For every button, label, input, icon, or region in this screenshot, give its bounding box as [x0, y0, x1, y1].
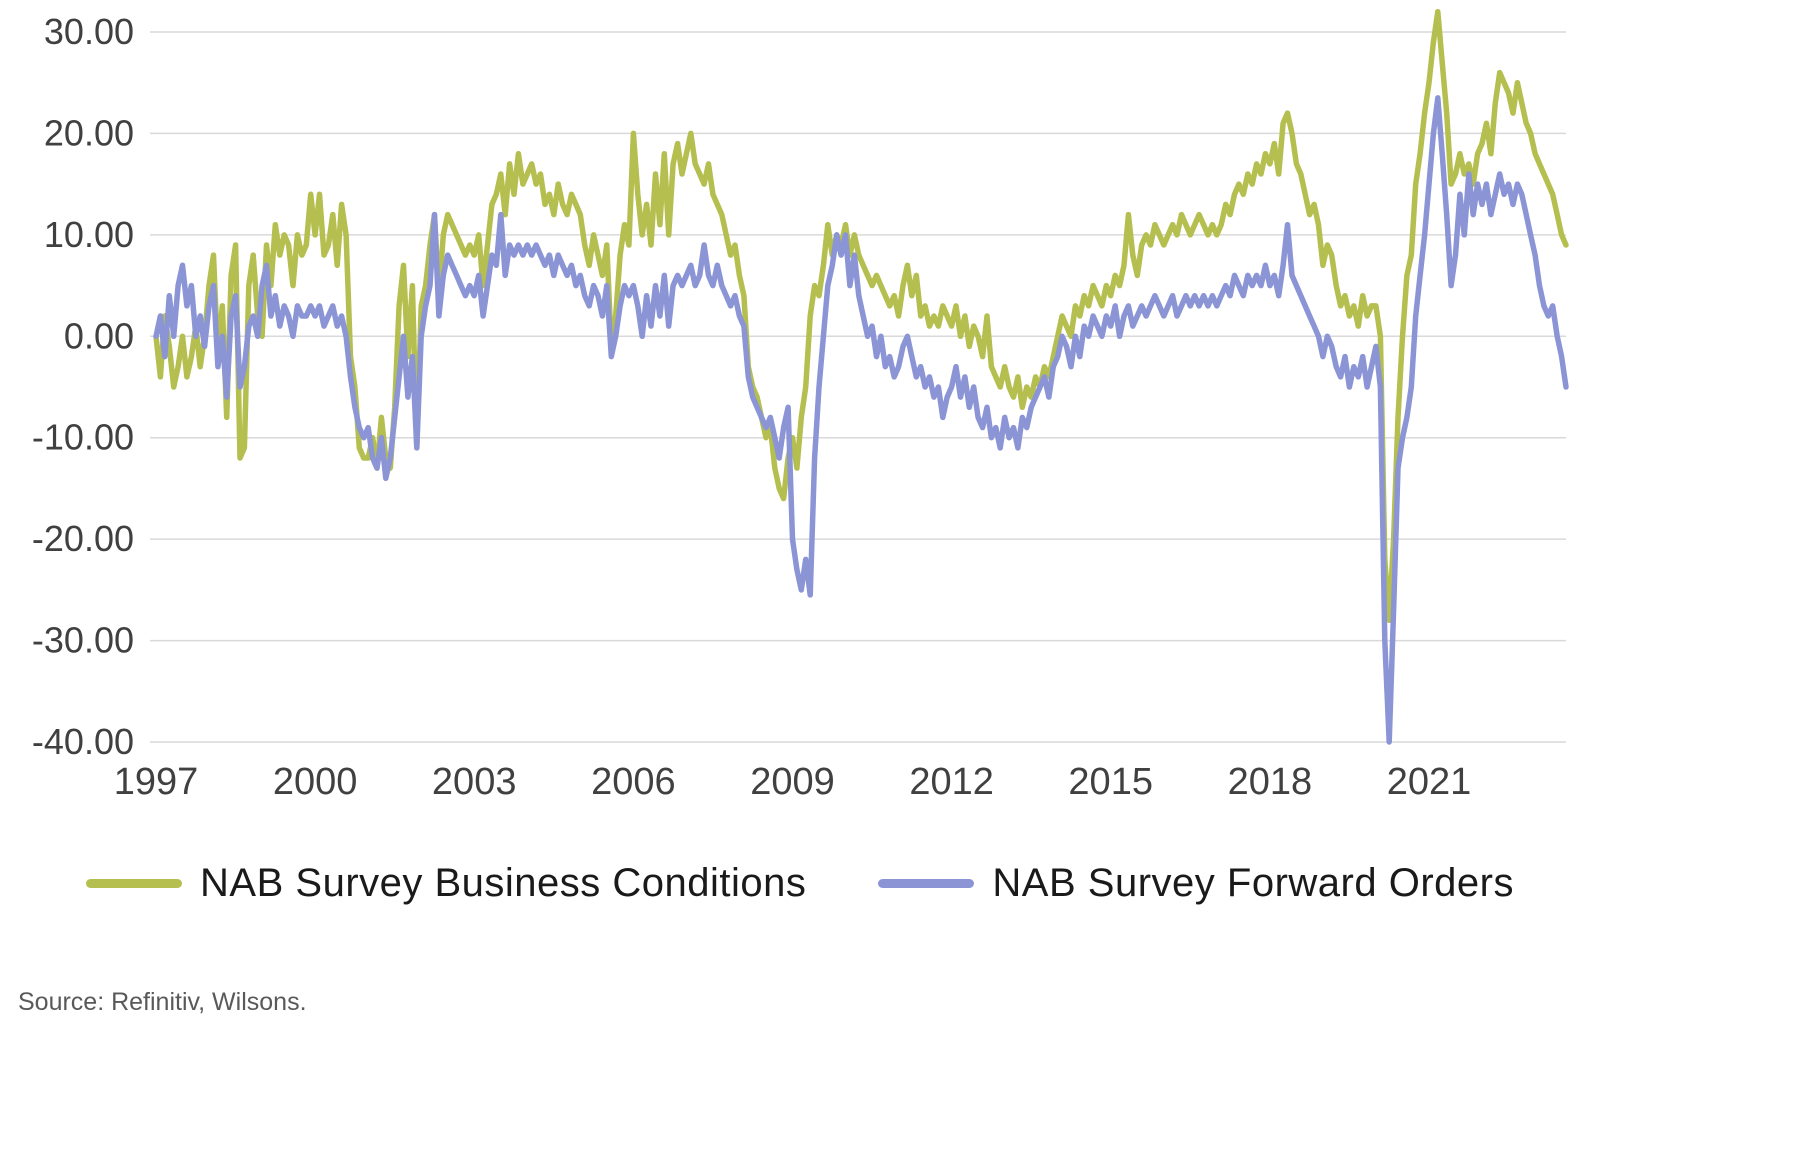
series-line-forward-orders: [153, 95, 1569, 745]
x-tick-label: 2009: [750, 761, 835, 803]
x-tick-label: 2006: [591, 761, 676, 803]
y-tick-label: 30.00: [44, 11, 134, 52]
y-tick-label: -20.00: [32, 518, 134, 559]
line-chart: 30.00 20.00 10.00 0.00 -10.00 -20.00 -30.00 -40…: [32, 8, 1569, 803]
legend-item-forward-orders: NAB Survey Forward Orders: [878, 861, 1514, 906]
y-tick-label: 10.00: [44, 214, 134, 255]
x-tick-label: 2012: [909, 761, 994, 803]
y-tick-label: 0.00: [64, 315, 134, 356]
legend-swatch-forward-orders: [878, 879, 975, 888]
source-note: Source: Refinitiv, Wilsons.: [18, 988, 307, 1016]
chart-legend: NAB Survey Business Conditions NAB Surve…: [0, 861, 1600, 906]
x-tick-label: 2015: [1068, 761, 1153, 803]
legend-swatch-business-conditions: [86, 879, 183, 888]
legend-label-business-conditions: NAB Survey Business Conditions: [200, 861, 807, 905]
legend-item-business-conditions: NAB Survey Business Conditions: [86, 861, 806, 906]
y-tick-label: 20.00: [44, 112, 134, 153]
chart-area: 30.00 20.00 10.00 0.00 -10.00 -20.00 -30.00 -40…: [32, 8, 1569, 803]
y-tick-label: -10.00: [32, 417, 134, 458]
y-tick-label: -40.00: [32, 721, 134, 762]
x-tick-label: 1997: [114, 761, 199, 803]
x-tick-label: 2003: [432, 761, 517, 803]
x-tick-label: 2021: [1387, 761, 1472, 803]
y-tick-label: -30.00: [32, 620, 134, 661]
x-tick-label: 2018: [1228, 761, 1313, 803]
legend-label-forward-orders: NAB Survey Forward Orders: [992, 861, 1514, 905]
x-tick-label: 2000: [273, 761, 358, 803]
